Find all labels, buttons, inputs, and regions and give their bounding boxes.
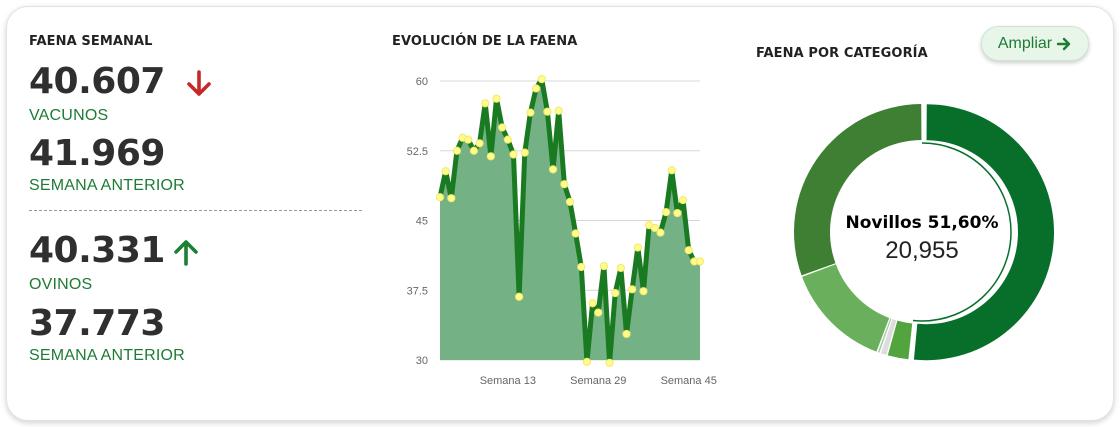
data-point[interactable] (537, 75, 546, 84)
data-point[interactable] (582, 357, 592, 366)
x-tick-label: Semana 29 (570, 375, 626, 387)
y-tick-label: 37.5 (407, 285, 428, 297)
cattle-value: 40.607 (29, 61, 165, 102)
data-point[interactable] (498, 123, 507, 132)
category-donut: Novillos 51,60% 20,955 (794, 104, 1054, 361)
data-point[interactable] (639, 287, 648, 296)
arrow-right-icon (1056, 37, 1071, 50)
category-title: FAENA POR CATEGORÍA (756, 46, 928, 61)
data-point[interactable] (633, 243, 642, 252)
data-point[interactable] (628, 285, 637, 294)
data-point[interactable] (481, 99, 490, 108)
data-point[interactable] (650, 223, 659, 233)
donut-center-value: 20,955 (885, 237, 958, 264)
data-point[interactable] (684, 246, 693, 255)
sheep-label: OVINOS (29, 276, 93, 293)
data-point[interactable] (599, 261, 609, 271)
data-point[interactable] (554, 106, 563, 115)
sheep-previous-label: SEMANA ANTERIOR (29, 347, 185, 364)
sheep-previous-value: 37.773 (29, 303, 165, 344)
data-point[interactable] (452, 146, 462, 155)
data-point[interactable] (678, 195, 688, 205)
slice-4[interactable] (802, 264, 890, 352)
selected-inner-ring (832, 142, 1012, 322)
data-point[interactable] (543, 107, 552, 116)
slice-novillos[interactable] (913, 104, 1054, 361)
data-point[interactable] (616, 263, 625, 273)
data-point[interactable] (531, 84, 541, 93)
data-point[interactable] (469, 146, 479, 155)
data-point[interactable] (594, 308, 603, 317)
data-point[interactable] (464, 135, 473, 144)
data-point[interactable] (475, 139, 484, 148)
sheep-value: 40.331 (29, 230, 165, 271)
data-point[interactable] (605, 358, 614, 367)
arrow-down-icon (187, 70, 211, 96)
y-tick-label: 30 (416, 355, 428, 367)
x-tick-label: Semana 45 (661, 375, 717, 387)
evolution-title: EVOLUCIÓN DE LA FAENA (392, 34, 578, 49)
data-point[interactable] (667, 166, 676, 175)
slice-3[interactable] (877, 318, 892, 353)
evolution-chart: 60 52.5 45 37.5 30 Semana 13 Semana 29 Semana 4… (407, 75, 717, 387)
data-point[interactable] (661, 208, 671, 217)
data-point[interactable] (447, 194, 456, 203)
data-point[interactable] (565, 197, 575, 206)
data-point[interactable] (441, 167, 450, 176)
data-point[interactable] (611, 288, 620, 298)
data-point[interactable] (526, 108, 535, 117)
arrow-up-icon (174, 240, 198, 266)
divider (29, 210, 362, 211)
ampliar-label: Ampliar (997, 34, 1053, 52)
data-point[interactable] (503, 135, 512, 144)
donut-center-label: Novillos 51,60% (846, 213, 999, 233)
data-point[interactable] (486, 152, 495, 161)
data-point[interactable] (435, 193, 445, 202)
slice-2[interactable] (880, 319, 897, 355)
data-point[interactable] (656, 228, 665, 237)
y-tick-label: 52.5 (407, 146, 428, 158)
data-point[interactable] (548, 165, 558, 174)
data-point[interactable] (577, 262, 586, 272)
data-point[interactable] (622, 329, 631, 339)
y-tick-label: 60 (416, 76, 428, 88)
y-tick-label: 45 (416, 216, 428, 228)
data-point[interactable] (588, 299, 597, 308)
x-tick-label: Semana 13 (480, 375, 536, 387)
data-point[interactable] (695, 257, 705, 266)
data-point[interactable] (520, 148, 529, 157)
data-point[interactable] (673, 208, 682, 218)
data-point[interactable] (560, 180, 569, 189)
ampliar-button[interactable]: Ampliar (981, 26, 1089, 61)
data-point[interactable] (492, 94, 501, 103)
weekly-title: FAENA SEMANAL (29, 34, 153, 49)
slice-5[interactable] (794, 104, 922, 276)
data-point[interactable] (509, 150, 518, 159)
slice-1[interactable] (887, 320, 913, 360)
cattle-label: VACUNOS (29, 107, 109, 124)
data-point[interactable] (571, 229, 580, 238)
cattle-previous-value: 41.969 (29, 133, 165, 174)
cattle-previous-label: SEMANA ANTERIOR (29, 177, 185, 194)
data-point[interactable] (515, 292, 524, 301)
